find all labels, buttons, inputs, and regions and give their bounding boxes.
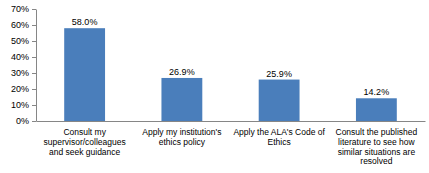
tick: 40% — [11, 52, 36, 62]
tick-mark — [32, 25, 36, 26]
tick-label: 0% — [16, 116, 29, 126]
category-label: Consult the publishedliterature to see h… — [335, 127, 417, 166]
label-line: Ethics — [268, 137, 291, 147]
tick: 70% — [11, 4, 36, 14]
tick: Apply the ALA's Code ofEthics — [233, 121, 325, 147]
axis-line — [37, 121, 426, 122]
tick-mark — [32, 57, 36, 58]
category-label: Consult mysupervisor/colleaguesand seek … — [44, 127, 126, 157]
bar — [64, 28, 105, 121]
tick: 50% — [11, 36, 36, 46]
tick: Consult the publishedliterature to see h… — [335, 121, 417, 166]
bars — [64, 28, 397, 121]
x-axis: Consult mysupervisor/colleaguesand seek … — [37, 121, 426, 166]
tick-mark — [32, 105, 36, 106]
category-label: Apply the ALA's Code ofEthics — [233, 127, 325, 147]
tick: 30% — [11, 68, 36, 78]
tick-mark — [32, 121, 36, 122]
chart: 0% 10% 20% 30% 40% 50% 60% 70% Consult mysupervi… — [0, 0, 429, 173]
tick-label: 10% — [11, 100, 29, 110]
data-label: 58.0% — [72, 17, 98, 27]
plot: 0% 10% 20% 30% 40% 50% 60% 70% Consult mysupervi… — [11, 4, 426, 166]
tick: Consult mysupervisor/colleaguesand seek … — [44, 121, 126, 157]
label-line: Consult the published — [335, 127, 417, 137]
bar — [356, 98, 397, 121]
label-line: ethics policy — [159, 137, 206, 147]
tick-label: 60% — [11, 20, 29, 30]
bar — [259, 80, 300, 121]
tick-mark — [32, 9, 36, 10]
bar — [161, 78, 202, 121]
tick-mark — [32, 73, 36, 74]
tick-label: 20% — [11, 84, 29, 94]
label-line: Apply the ALA's Code of — [233, 127, 325, 137]
tick-label: 70% — [11, 4, 29, 14]
label-line: Apply my institution's — [142, 127, 221, 137]
label-line: supervisor/colleagues — [44, 137, 126, 147]
axis-line — [36, 10, 37, 122]
data-label: 14.2% — [364, 87, 390, 97]
label-line: similar situations are — [338, 147, 416, 157]
tick: 0% — [16, 116, 36, 126]
data-label: 25.9% — [266, 69, 292, 79]
tick-label: 40% — [11, 52, 29, 62]
label-line: literature to see how — [338, 137, 415, 147]
tick: Apply my institution'sethics policy — [142, 121, 221, 147]
data-label: 26.9% — [169, 67, 195, 77]
data-labels: 58.0% 26.9% 25.9% 14.2% — [72, 17, 389, 97]
label-line: and seek guidance — [49, 147, 121, 157]
y-axis: 0% 10% 20% 30% 40% 50% 60% 70% — [11, 4, 37, 126]
tick-label: 30% — [11, 68, 29, 78]
tick: 60% — [11, 20, 36, 30]
label-line: Consult my — [63, 127, 106, 137]
tick: 10% — [11, 100, 36, 110]
tick-mark — [32, 89, 36, 90]
tick-label: 50% — [11, 36, 29, 46]
category-label: Apply my institution'sethics policy — [142, 127, 221, 147]
tick-mark — [32, 41, 36, 42]
tick: 20% — [11, 84, 36, 94]
label-line: resolved — [360, 156, 392, 166]
